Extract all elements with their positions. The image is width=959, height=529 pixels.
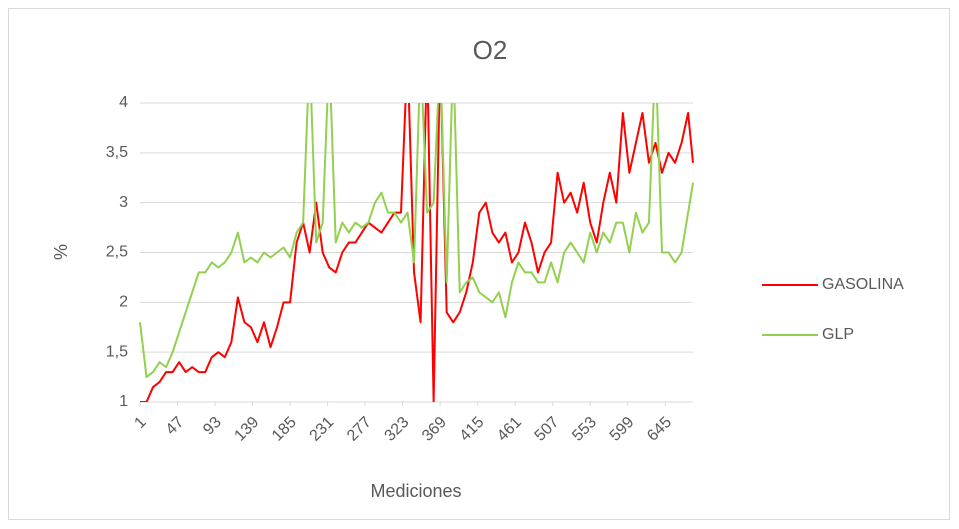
- chart-title: O2: [473, 35, 508, 65]
- y-tick-label: 4: [119, 94, 128, 111]
- y-tick-label: 1: [119, 393, 128, 410]
- y-axis-label: %: [51, 244, 71, 260]
- chart-border: [8, 8, 950, 520]
- line-series: [140, 103, 694, 402]
- line-series: [139, 103, 694, 379]
- y-tick-label: 3,5: [106, 144, 128, 161]
- y-tick-label: 1,5: [106, 343, 128, 360]
- y-tick-label: 2: [119, 294, 128, 311]
- y-tick-label: 3: [119, 194, 128, 211]
- legend-label: GLP: [822, 326, 854, 343]
- legend-label: GASOLINA: [822, 276, 904, 293]
- plot-area: [139, 103, 694, 402]
- x-axis-label: Mediciones: [370, 481, 461, 501]
- y-tick-label: 2,5: [106, 244, 128, 261]
